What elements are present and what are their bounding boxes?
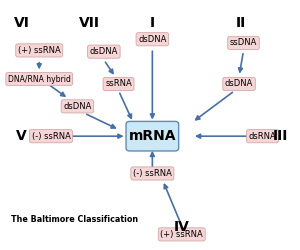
Text: dsRNA: dsRNA bbox=[249, 132, 276, 141]
Text: (+) ssRNA: (+) ssRNA bbox=[18, 46, 61, 55]
Text: mRNA: mRNA bbox=[129, 129, 176, 143]
Text: ssRNA: ssRNA bbox=[105, 80, 132, 88]
Text: DNA/RNA hybrid: DNA/RNA hybrid bbox=[8, 74, 70, 84]
Text: (-) ssRNA: (-) ssRNA bbox=[133, 169, 172, 178]
Text: dsDNA: dsDNA bbox=[138, 35, 167, 44]
Text: III: III bbox=[272, 129, 288, 143]
Text: ssDNA: ssDNA bbox=[230, 38, 257, 48]
Text: (-) ssRNA: (-) ssRNA bbox=[32, 132, 70, 141]
Text: dsDNA: dsDNA bbox=[63, 102, 92, 111]
Text: I: I bbox=[150, 16, 155, 30]
Text: II: II bbox=[236, 16, 246, 30]
Text: VII: VII bbox=[79, 16, 100, 30]
Text: dsDNA: dsDNA bbox=[225, 80, 253, 88]
Text: VI: VI bbox=[14, 16, 29, 30]
Text: V: V bbox=[16, 129, 27, 143]
Text: IV: IV bbox=[174, 220, 190, 234]
Text: The Baltimore Classification: The Baltimore Classification bbox=[11, 215, 138, 224]
Text: (+) ssRNA: (+) ssRNA bbox=[160, 230, 203, 239]
Text: dsDNA: dsDNA bbox=[90, 47, 118, 56]
FancyBboxPatch shape bbox=[126, 122, 179, 151]
